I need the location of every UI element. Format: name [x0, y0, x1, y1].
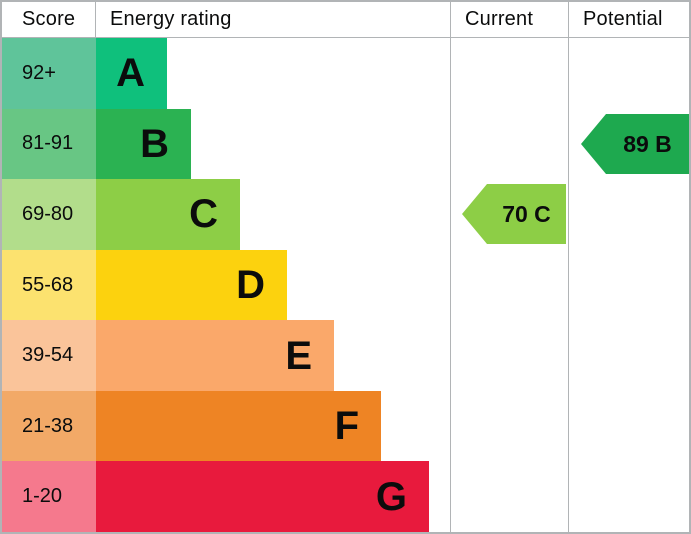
score-cell-b: 81-91	[2, 108, 96, 180]
score-cell-e: 39-54	[2, 320, 96, 391]
band-bar-c: C	[96, 179, 240, 250]
chart-header-row: Score Energy rating Current Potential	[2, 2, 689, 38]
chart-body: 92+ A 81-91 B 69-80 C 55-68	[2, 38, 689, 532]
score-cell-a: 92+	[2, 38, 96, 109]
score-range-label-d: 55-68	[22, 273, 74, 296]
band-bar-a: A	[96, 38, 167, 109]
band-letter-e: E	[285, 333, 312, 378]
score-range-label-a: 92+	[22, 61, 56, 84]
band-row-a: 92+ A	[2, 38, 689, 109]
current-rating-label: 70 C	[502, 200, 551, 227]
band-bar-d: D	[96, 249, 287, 321]
band-row-f: 21-38 F	[2, 390, 689, 462]
score-cell-c: 69-80	[2, 179, 96, 250]
potential-column-divider	[568, 38, 569, 532]
band-letter-c: C	[189, 192, 218, 237]
score-column-header: Score	[2, 2, 96, 37]
band-bar-f: F	[96, 390, 381, 462]
score-range-label-f: 21-38	[22, 414, 74, 437]
current-column-divider	[450, 38, 451, 532]
score-range-label-e: 39-54	[22, 344, 74, 367]
score-cell-f: 21-38	[2, 390, 96, 462]
current-column-header: Current	[451, 2, 569, 37]
energy-rating-column-header: Energy rating	[96, 2, 451, 37]
score-range-label-c: 69-80	[22, 202, 74, 225]
current-rating-arrow: 70 C	[462, 184, 566, 244]
band-row-d: 55-68 D	[2, 249, 689, 321]
potential-column-header: Potential	[583, 8, 663, 30]
score-range-label-b: 81-91	[22, 132, 74, 155]
potential-rating-label: 89 B	[623, 130, 672, 157]
band-letter-f: F	[334, 404, 359, 449]
potential-rating-arrow: 89 B	[581, 114, 689, 174]
band-letter-a: A	[116, 51, 145, 96]
band-row-e: 39-54 E	[2, 320, 689, 391]
band-letter-g: G	[375, 474, 407, 519]
band-bar-b: B	[96, 108, 191, 180]
band-bar-e: E	[96, 320, 334, 391]
band-row-c: 69-80 C	[2, 179, 689, 250]
score-range-label-g: 1-20	[22, 485, 63, 508]
band-row-b: 81-91 B	[2, 108, 689, 180]
band-row-g: 1-20 G	[2, 461, 689, 532]
band-letter-d: D	[236, 263, 265, 308]
score-cell-d: 55-68	[2, 249, 96, 321]
band-bar-g: G	[96, 461, 429, 532]
band-letter-b: B	[140, 121, 169, 166]
score-cell-g: 1-20	[2, 461, 96, 532]
